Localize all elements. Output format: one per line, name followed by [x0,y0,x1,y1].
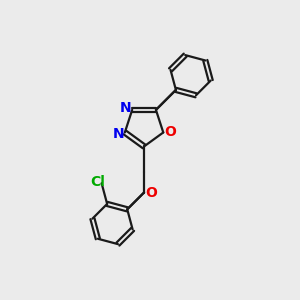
Text: O: O [164,125,176,140]
Text: N: N [120,101,131,116]
Text: N: N [112,127,124,141]
Text: O: O [146,185,158,200]
Text: Cl: Cl [91,175,106,189]
